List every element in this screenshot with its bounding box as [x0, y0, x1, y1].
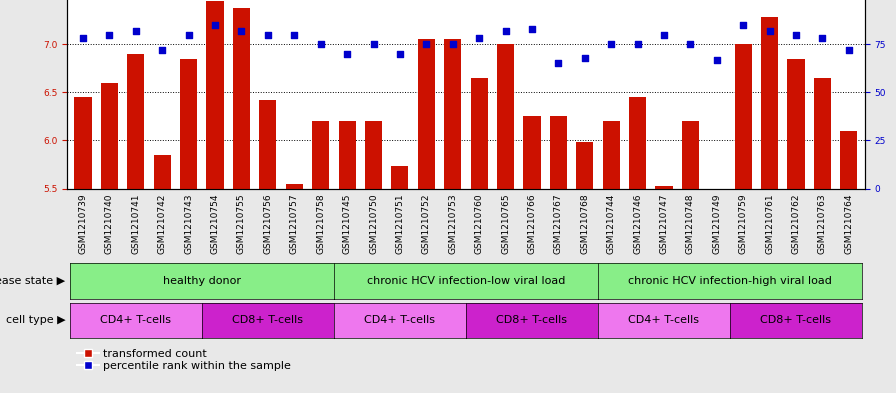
Bar	[74, 97, 91, 189]
Bar	[312, 121, 329, 189]
Bar	[470, 78, 487, 189]
Bar	[127, 54, 144, 189]
Point	[631, 41, 645, 47]
Text: CD4+ T-cells: CD4+ T-cells	[100, 315, 171, 325]
Bar	[814, 78, 831, 189]
Point	[525, 26, 539, 32]
Point	[366, 41, 381, 47]
Point	[657, 31, 671, 38]
Bar	[365, 121, 382, 189]
Point	[604, 41, 618, 47]
Bar	[444, 39, 461, 189]
Point	[498, 28, 513, 34]
Point	[102, 31, 116, 38]
Point	[392, 51, 407, 57]
Point	[182, 31, 196, 38]
Bar	[101, 83, 118, 189]
Bar	[629, 97, 646, 189]
Text: disease state ▶: disease state ▶	[0, 276, 65, 286]
Text: CD8+ T-cells: CD8+ T-cells	[761, 315, 831, 325]
Bar	[259, 100, 277, 189]
Text: CD4+ T-cells: CD4+ T-cells	[628, 315, 700, 325]
Bar	[180, 59, 197, 189]
Bar	[154, 155, 171, 189]
Text: CD8+ T-cells: CD8+ T-cells	[496, 315, 567, 325]
Point	[788, 31, 803, 38]
Point	[762, 28, 777, 34]
Point	[683, 41, 697, 47]
Point	[736, 22, 750, 28]
Bar	[682, 121, 699, 189]
Text: cell type ▶: cell type ▶	[5, 315, 65, 325]
Point	[129, 28, 143, 34]
Point	[710, 57, 724, 63]
Point	[76, 35, 90, 42]
Bar	[788, 59, 805, 189]
Text: CD8+ T-cells: CD8+ T-cells	[232, 315, 304, 325]
Text: CD4+ T-cells: CD4+ T-cells	[365, 315, 435, 325]
Point	[472, 35, 487, 42]
Point	[551, 60, 565, 66]
Legend: transformed count, percentile rank within the sample: transformed count, percentile rank withi…	[73, 345, 295, 376]
Bar	[233, 7, 250, 189]
Bar	[550, 116, 567, 189]
Bar	[735, 44, 752, 189]
Point	[815, 35, 830, 42]
Bar	[206, 1, 224, 189]
Point	[287, 31, 301, 38]
Bar	[339, 121, 356, 189]
Point	[578, 55, 592, 61]
Point	[155, 47, 169, 53]
Bar	[840, 131, 857, 189]
Bar	[286, 184, 303, 189]
Text: chronic HCV infection-high viral load: chronic HCV infection-high viral load	[628, 276, 831, 286]
Point	[261, 31, 275, 38]
Point	[419, 41, 434, 47]
Point	[208, 22, 222, 28]
Point	[445, 41, 460, 47]
Bar	[603, 121, 620, 189]
Bar	[523, 116, 540, 189]
Point	[841, 47, 856, 53]
Point	[235, 28, 249, 34]
Bar	[761, 17, 778, 189]
Bar	[497, 44, 514, 189]
Bar	[392, 167, 409, 189]
Bar	[576, 142, 593, 189]
Text: healthy donor: healthy donor	[163, 276, 241, 286]
Text: chronic HCV infection-low viral load: chronic HCV infection-low viral load	[366, 276, 565, 286]
Bar	[418, 39, 435, 189]
Bar	[655, 186, 673, 189]
Point	[314, 41, 328, 47]
Point	[340, 51, 354, 57]
